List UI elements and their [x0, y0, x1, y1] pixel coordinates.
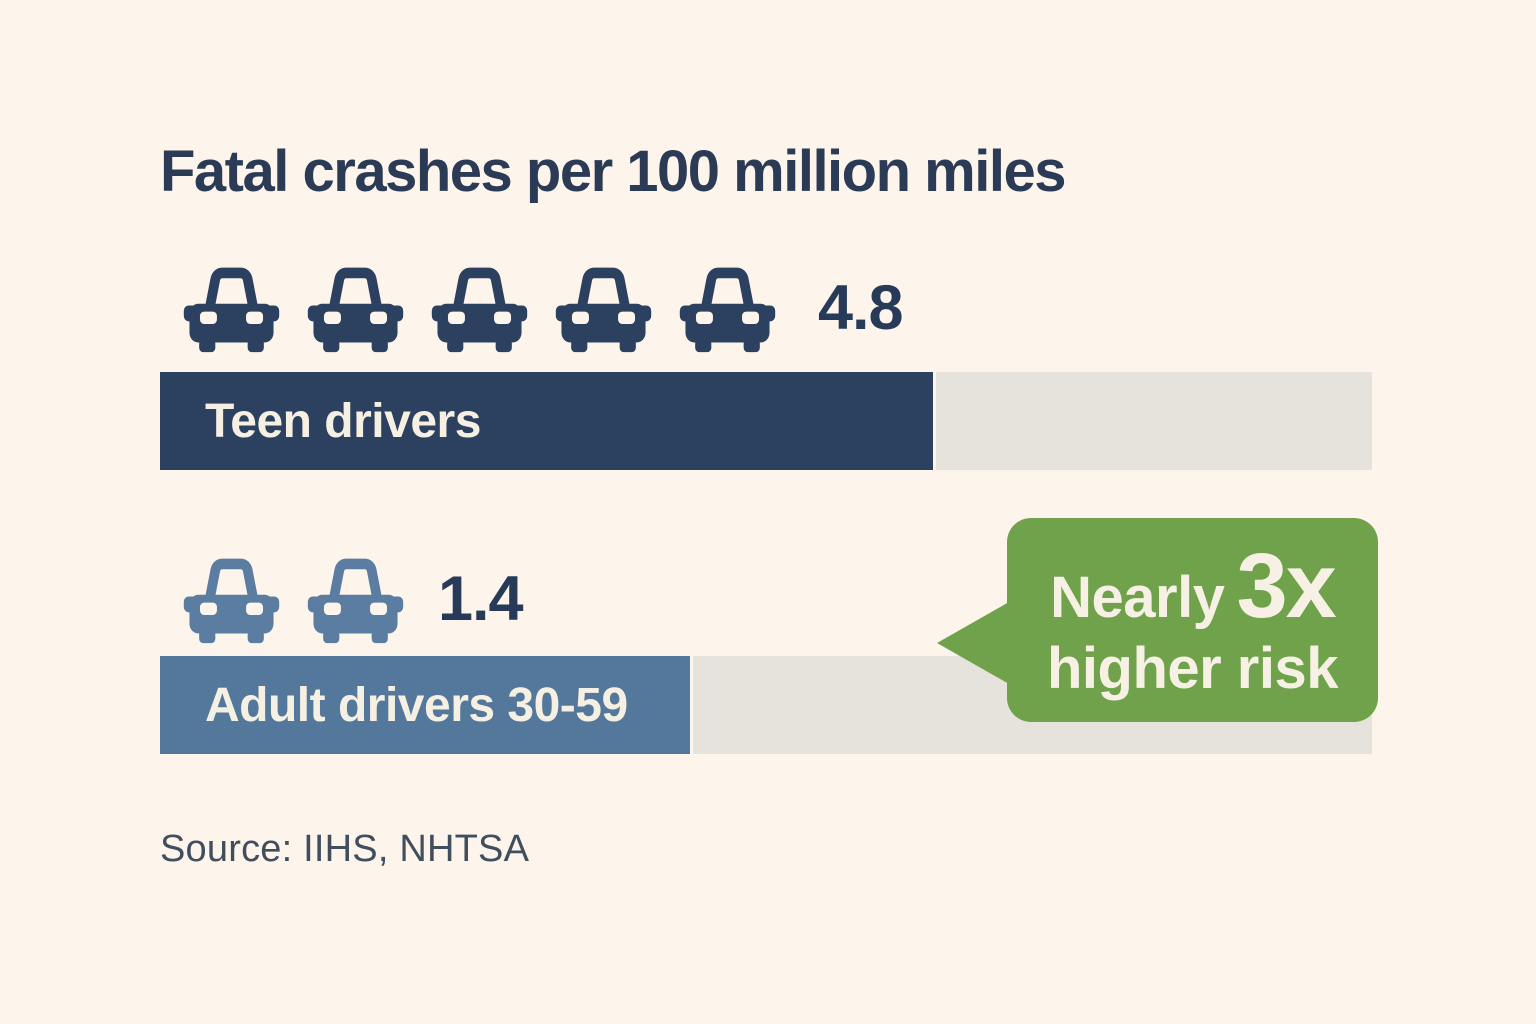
teen-car-icons	[183, 263, 776, 353]
car-icon	[307, 558, 404, 644]
chart-title: Fatal crashes per 100 million miles	[160, 139, 1066, 204]
adult-car-icons	[183, 554, 404, 644]
callout-multiplier: 3x	[1236, 534, 1337, 637]
teen-rate-value: 4.8	[818, 273, 904, 343]
car-icon	[307, 267, 404, 353]
car-icon	[183, 267, 280, 353]
teen-bar-fill: Teen drivers	[160, 372, 936, 470]
car-icon	[431, 267, 528, 353]
risk-callout: Nearly 3x higher risk	[937, 518, 1378, 722]
car-icon	[555, 267, 652, 353]
teen-bar-label: Teen drivers	[205, 394, 481, 448]
callout-line2: higher risk	[1046, 635, 1339, 701]
callout-line1: Nearly 3x	[1021, 534, 1364, 637]
callout-tail-icon	[937, 602, 1009, 684]
car-icon	[679, 267, 776, 353]
adult-bar-fill: Adult drivers 30-59	[160, 656, 694, 754]
car-icon	[183, 558, 280, 644]
adult-rate-value: 1.4	[438, 564, 524, 634]
callout-prefix: Nearly	[1050, 564, 1225, 630]
teen-bar-track: Teen drivers	[160, 372, 1372, 470]
adult-bar-label: Adult drivers 30-59	[205, 678, 628, 732]
source-note: Source: IIHS, NHTSA	[160, 828, 530, 870]
